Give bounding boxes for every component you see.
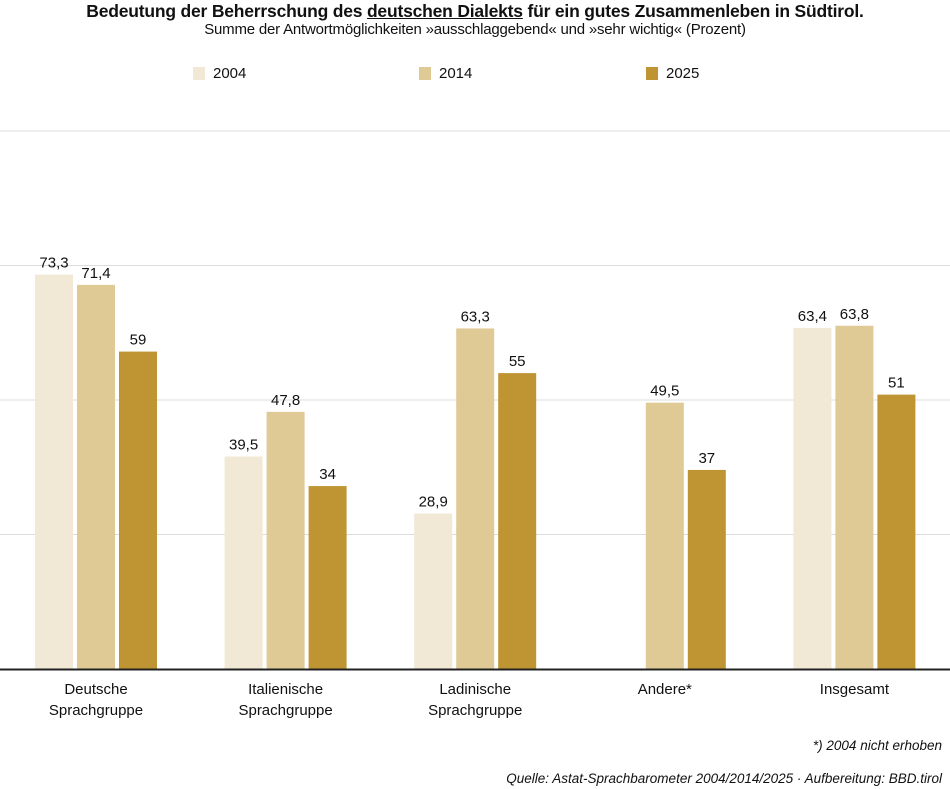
category-label-2-line-1: Sprachgruppe [428,702,522,719]
value-label-2004-0: 73,3 [39,255,68,272]
bar-2004-4 [793,327,832,669]
category-label-2-line-0: Ladinische [439,681,511,698]
category-label-1-line-0: Italienische [248,681,323,698]
bar-2025-0 [119,351,157,669]
bar-2025-3 [687,469,726,669]
category-label-0-line-1: Sprachgruppe [49,702,143,719]
value-label-2025-4: 51 [888,375,905,392]
value-label-2004-2: 28,9 [419,494,448,511]
value-label-2014-4: 63,8 [840,306,869,323]
bar-2014-0 [77,284,115,669]
bar-2004-2 [414,513,453,669]
footnote-not-collected: *) 2004 nicht erhoben [812,738,942,753]
bar-2004-0 [35,274,73,669]
category-label-3-line-0: Andere* [638,681,692,698]
legend-label-2004: 2004 [213,64,247,82]
chart-title: Bedeutung der Beherrschung des deutschen… [0,1,950,22]
legend-swatch-2004 [193,66,205,80]
legend-swatch-2025 [646,66,658,80]
bar-2014-2 [456,328,495,669]
bar-2014-3 [645,402,684,669]
value-label-2004-4: 63,4 [798,308,827,325]
value-label-2014-0: 71,4 [81,265,110,282]
value-label-2025-3: 37 [698,450,715,467]
value-label-2014-2: 63,3 [461,308,490,325]
bar-2025-2 [498,373,537,669]
bar-2025-1 [308,486,347,669]
value-label-2025-1: 34 [319,466,336,483]
value-label-2025-0: 59 [130,332,147,349]
title-text-before: Bedeutung der Beherrschung des [86,1,367,21]
category-label-4-line-0: Insgesamt [820,681,890,698]
category-label-0-line-0: Deutsche [64,681,127,698]
legend-label-2014: 2014 [439,64,473,82]
bar-2014-1 [266,411,305,669]
title-text-after: für ein gutes Zusammenleben in Südtirol. [522,1,864,21]
legend-item-2004: 2004 [193,64,247,82]
title-text-underlined: deutschen Dialekts [366,1,523,21]
bar-2004-1 [224,456,263,669]
legend-item-2014: 2014 [419,64,473,82]
bar-2025-4 [877,394,916,669]
value-label-2025-2: 55 [509,353,526,370]
chart-subtitle: Summe der Antwortmöglichkeiten »ausschla… [204,21,746,38]
source-note: Quelle: Astat-Sprachbarometer 2004/2014/… [506,771,942,786]
bar-2014-4 [835,325,874,669]
legend-label-2025: 2025 [666,64,700,82]
value-label-2004-1: 39,5 [229,436,258,453]
legend-item-2025: 2025 [646,64,700,82]
value-label-2014-1: 47,8 [271,392,300,409]
value-label-2014-3: 49,5 [650,383,679,400]
category-label-1-line-1: Sprachgruppe [238,702,332,719]
legend-swatch-2014 [419,66,431,80]
